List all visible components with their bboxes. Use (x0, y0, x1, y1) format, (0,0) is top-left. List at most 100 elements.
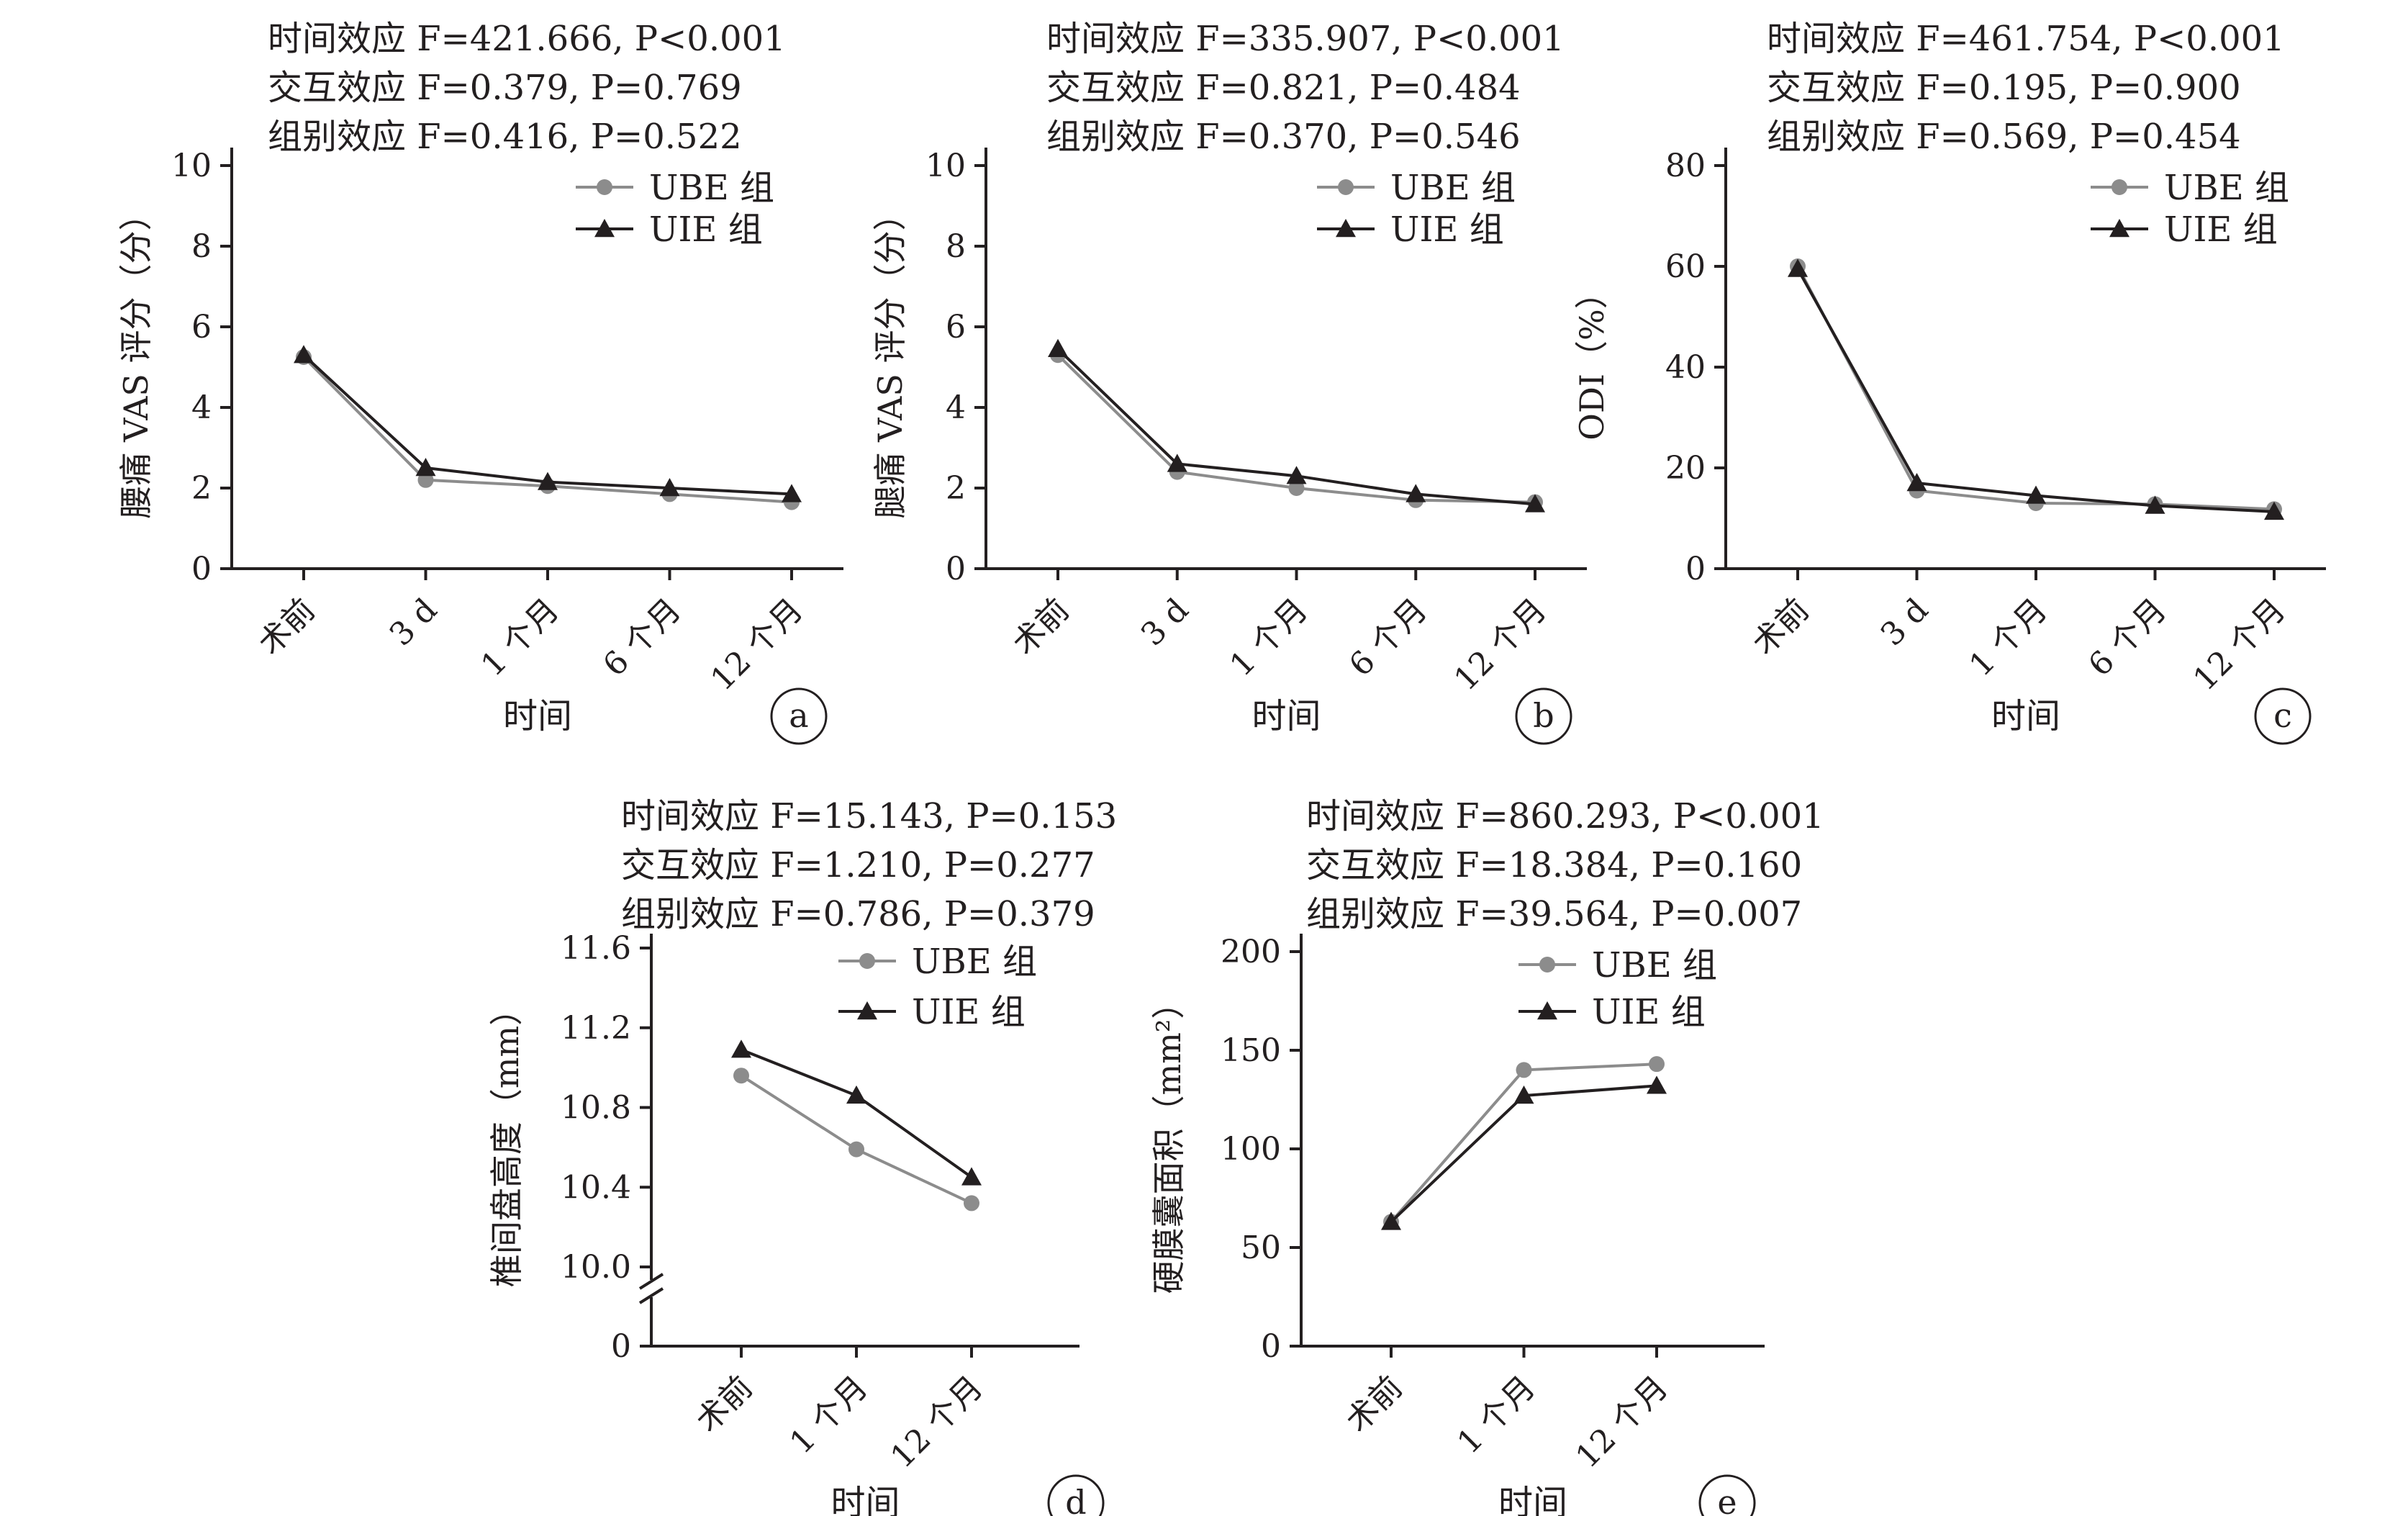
stat-line: 时间效应 F=860.293, P<0.001 (1306, 796, 1824, 836)
x-tick-label: 6 个月 (596, 592, 688, 684)
legend-marker (1336, 219, 1356, 238)
y-tick-label: 0 (191, 551, 212, 587)
x-tick-label: 术前 (689, 1369, 759, 1440)
data-point (964, 1195, 979, 1212)
y-axis-title: 腰痛 VAS 评分（分） (117, 197, 155, 518)
y-axis-title: ODI（%） (1572, 276, 1611, 440)
x-tick-label: 12 个月 (704, 592, 810, 698)
x-tick-label: 12 个月 (1447, 592, 1554, 698)
x-tick-label: 1 个月 (783, 1369, 875, 1461)
data-point (848, 1141, 864, 1158)
y-tick-label: 2 (946, 470, 966, 507)
y-axis-title: 硬膜囊面积（mm²） (1149, 986, 1188, 1294)
legend-marker (2111, 179, 2127, 195)
data-point (294, 345, 314, 364)
stat-line: 交互效应 F=18.384, P=0.160 (1306, 845, 1802, 885)
y-tick-label: 0 (1261, 1328, 1281, 1365)
y-tick-label: 11.6 (561, 930, 631, 967)
axis-break-mark (638, 1273, 664, 1290)
chart-panel-b: 时间效应 F=335.907, P<0.001 交互效应 F=0.821, P=0… (871, 19, 1587, 745)
series-line-1 (1390, 1084, 1657, 1223)
x-axis-title: 时间 (1991, 696, 2060, 736)
panel-badge-label: b (1533, 696, 1554, 735)
legend-label: UBE 组 (649, 168, 774, 208)
x-axis-title: 时间 (830, 1483, 900, 1516)
legend-label: UIE 组 (1390, 209, 1504, 250)
stat-line: 组别效应 F=0.416, P=0.522 (268, 117, 742, 157)
stat-line: 时间效应 F=335.907, P<0.001 (1046, 19, 1565, 59)
series-line-0 (1796, 266, 2275, 511)
legend-marker (594, 219, 615, 238)
data-point (733, 1068, 749, 1084)
legend-label: UIE 组 (2164, 209, 2278, 250)
data-point (1381, 1212, 1401, 1230)
panel-badge-label: e (1717, 1483, 1737, 1516)
stat-line: 组别效应 F=39.564, P=0.007 (1306, 894, 1802, 934)
x-tick-label: 1 个月 (474, 592, 566, 684)
x-tick-label: 12 个月 (2186, 592, 2293, 698)
data-point (2026, 485, 2046, 504)
y-tick-label: 2 (191, 470, 212, 507)
panel-badge-circle (1047, 1474, 1105, 1516)
x-tick-label: 12 个月 (884, 1369, 990, 1476)
x-tick-label: 3 d (1874, 592, 1936, 654)
legend-label: UBE 组 (1390, 168, 1516, 208)
y-tick-label: 0 (946, 551, 966, 587)
legend-marker (1338, 179, 1354, 195)
x-tick-label: 1 个月 (1963, 592, 2055, 684)
x-tick-label: 3 d (383, 592, 445, 654)
panel-badge-label: c (2273, 696, 2292, 735)
y-axis-title: 椎间盘高度（mm） (487, 993, 526, 1287)
data-point (1406, 484, 1426, 502)
data-point (1288, 480, 1305, 496)
legend-label: UBE 组 (1592, 945, 1717, 985)
panel-badge-circle (770, 687, 828, 745)
stat-line: 组别效应 F=0.786, P=0.379 (621, 894, 1095, 934)
y-tick-label: 6 (946, 309, 966, 346)
y-tick-label: 10.0 (561, 1249, 631, 1286)
x-tick-label: 术前 (1745, 592, 1816, 662)
data-point (1647, 1075, 1667, 1094)
legend-marker (1539, 957, 1555, 973)
stat-line: 组别效应 F=0.370, P=0.546 (1046, 117, 1521, 157)
y-tick-label: 10.8 (561, 1090, 631, 1127)
y-tick-label: 0 (611, 1328, 631, 1365)
x-tick-label: 3 d (1134, 592, 1196, 654)
x-tick-label: 6 个月 (1342, 592, 1434, 684)
legend-label: UIE 组 (912, 992, 1026, 1032)
x-tick-label: 1 个月 (1223, 592, 1315, 684)
data-point (417, 472, 434, 488)
stat-line: 时间效应 F=421.666, P<0.001 (268, 19, 786, 59)
data-point (1048, 338, 1068, 357)
data-point (1906, 473, 1927, 492)
y-tick-label: 8 (191, 228, 212, 265)
legend-label: UIE 组 (649, 209, 763, 250)
y-tick-label: 40 (1665, 349, 1706, 386)
legend-label: UIE 组 (1592, 992, 1706, 1032)
stat-line: 时间效应 F=15.143, P=0.153 (621, 796, 1117, 836)
data-point (1649, 1056, 1665, 1073)
axis-break-mark (638, 1287, 664, 1304)
x-tick-label: 术前 (251, 592, 322, 662)
series-line-1 (741, 1048, 973, 1179)
x-tick-label: 6 个月 (2081, 592, 2173, 684)
y-tick-label: 0 (1685, 551, 1706, 587)
stat-line: 交互效应 F=1.210, P=0.277 (621, 845, 1095, 885)
y-tick-label: 11.2 (561, 1010, 631, 1047)
legend-marker (857, 1001, 877, 1020)
data-point (731, 1039, 751, 1058)
y-tick-label: 60 (1665, 248, 1706, 285)
data-point (846, 1085, 866, 1104)
y-tick-label: 80 (1665, 148, 1706, 184)
y-tick-label: 6 (191, 309, 212, 346)
stat-line: 交互效应 F=0.821, P=0.484 (1046, 68, 1521, 108)
data-point (1513, 1086, 1534, 1104)
chart-panel-e: 时间效应 F=860.293, P<0.001 交互效应 F=18.384, P=… (1149, 796, 1824, 1516)
panel-badge-circle (1698, 1474, 1756, 1516)
panel-badge-circle (1515, 687, 1572, 745)
data-point (782, 484, 802, 502)
y-tick-label: 4 (946, 389, 966, 426)
data-point (538, 472, 558, 490)
x-axis-title: 时间 (1251, 696, 1321, 736)
